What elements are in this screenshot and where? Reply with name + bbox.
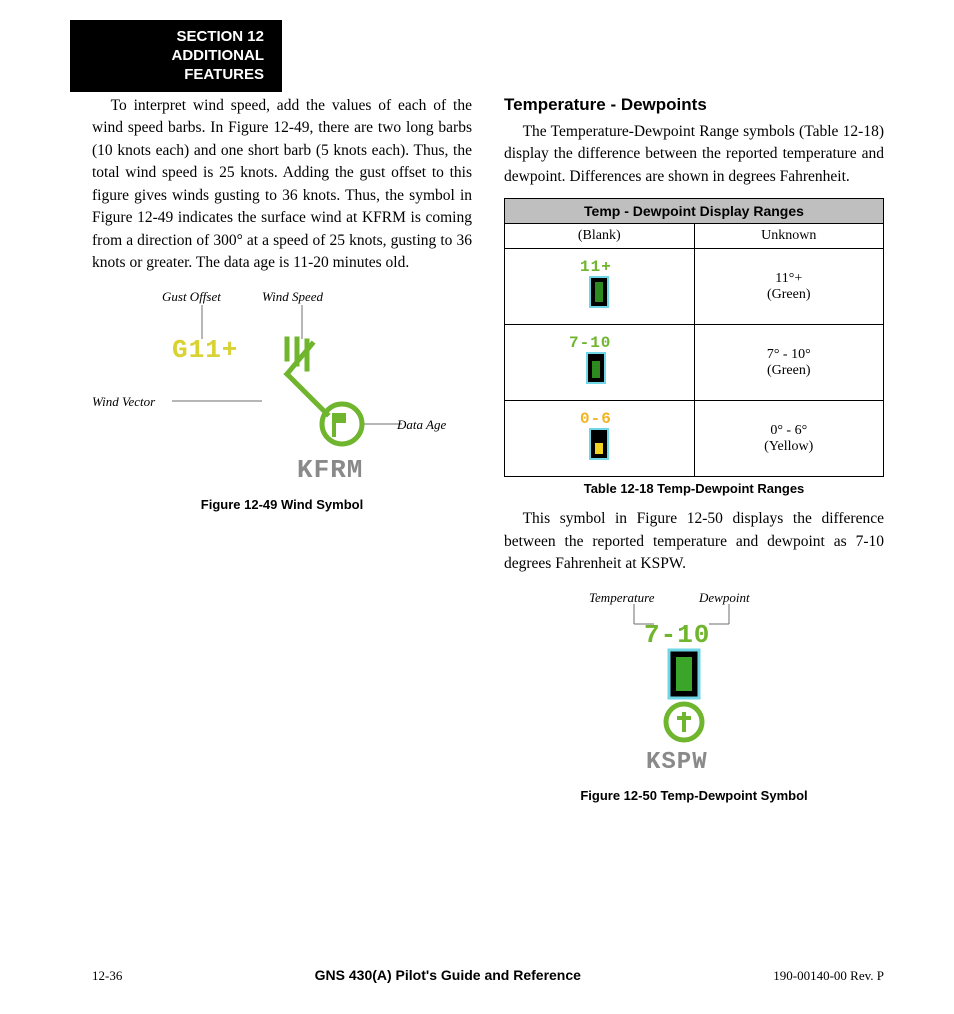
cell-0-6-desc: 0° - 6° (Yellow) <box>694 401 884 477</box>
right-column: Temperature - Dewpoints The Temperature-… <box>504 95 884 810</box>
gust-text: G11+ <box>172 335 238 365</box>
figure-12-49-caption: Figure 12-49 Wind Symbol <box>92 497 472 512</box>
cell-7-10-symbol: 7-10 <box>505 325 695 401</box>
svg-text:7-10: 7-10 <box>569 334 611 352</box>
cell-7-10-desc: 7° - 10° (Green) <box>694 325 884 401</box>
left-column: To interpret wind speed, add the values … <box>92 95 472 810</box>
cell-11plus-desc: 11°+ (Green) <box>694 249 884 325</box>
station-kspw: KSPW <box>646 749 708 776</box>
section-header: SECTION 12 ADDITIONAL FEATURES <box>70 20 282 92</box>
label-gust-offset: Gust Offset <box>162 289 221 305</box>
range-7-10: 7° - 10° <box>703 347 876 363</box>
label-wind-speed: Wind Speed <box>262 289 323 305</box>
temp-dewpoint-table: Temp - Dewpoint Display Ranges (Blank) U… <box>504 198 884 477</box>
table-row: 0-6 0° - 6° (Yellow) <box>505 401 884 477</box>
content-columns: To interpret wind speed, add the values … <box>92 95 884 810</box>
figure-12-50-caption: Figure 12-50 Temp-Dewpoint Symbol <box>504 788 884 803</box>
range-0-6: 0° - 6° <box>703 423 876 439</box>
section-header-line1: SECTION 12 <box>110 28 264 47</box>
right-paragraph-1: The Temperature-Dewpoint Range symbols (… <box>504 121 884 188</box>
page-number: 12-36 <box>92 968 122 984</box>
left-paragraph: To interpret wind speed, add the values … <box>92 95 472 275</box>
label-dewpoint: Dewpoint <box>699 590 750 606</box>
svg-text:11+: 11+ <box>580 258 612 276</box>
heading-temp-dewpoints: Temperature - Dewpoints <box>504 95 884 115</box>
page-footer: 12-36 GNS 430(A) Pilot's Guide and Refer… <box>92 967 884 984</box>
temp-dewpoint-text: 7-10 <box>644 620 710 650</box>
table-row: (Blank) Unknown <box>505 224 884 249</box>
footer-rev: 190-00140-00 Rev. P <box>773 968 884 984</box>
color-green-2: (Green) <box>703 363 876 379</box>
table-row: 7-10 7° - 10° (Green) <box>505 325 884 401</box>
table-row: 11+ 11°+ (Green) <box>505 249 884 325</box>
temp-dewpoint-symbol-svg: 7-10 KSPW <box>544 590 844 780</box>
range-11plus: 11°+ <box>703 271 876 287</box>
label-data-age: Data Age <box>397 417 446 433</box>
label-temperature: Temperature <box>589 590 654 606</box>
right-paragraph-2: This symbol in Figure 12-50 displays the… <box>504 508 884 575</box>
figure-12-49: Gust Offset Wind Speed Wind Vector Data … <box>92 289 472 529</box>
color-yellow: (Yellow) <box>703 439 876 455</box>
section-header-line2: ADDITIONAL FEATURES <box>110 47 264 85</box>
table-12-18-caption: Table 12-18 Temp-Dewpoint Ranges <box>504 481 884 496</box>
color-green-1: (Green) <box>703 287 876 303</box>
label-wind-vector: Wind Vector <box>92 394 155 410</box>
cell-unknown: Unknown <box>694 224 884 249</box>
station-kfrm: KFRM <box>297 455 363 485</box>
cell-0-6-symbol: 0-6 <box>505 401 695 477</box>
wind-symbol-svg: G11+ KFRM <box>102 289 462 489</box>
svg-text:0-6: 0-6 <box>580 410 612 428</box>
table-header: Temp - Dewpoint Display Ranges <box>505 199 884 224</box>
cell-11plus-symbol: 11+ <box>505 249 695 325</box>
footer-title: GNS 430(A) Pilot's Guide and Reference <box>315 967 581 983</box>
figure-12-50: Temperature Dewpoint 7-10 KSPW <box>504 590 884 810</box>
cell-blank: (Blank) <box>505 224 695 249</box>
